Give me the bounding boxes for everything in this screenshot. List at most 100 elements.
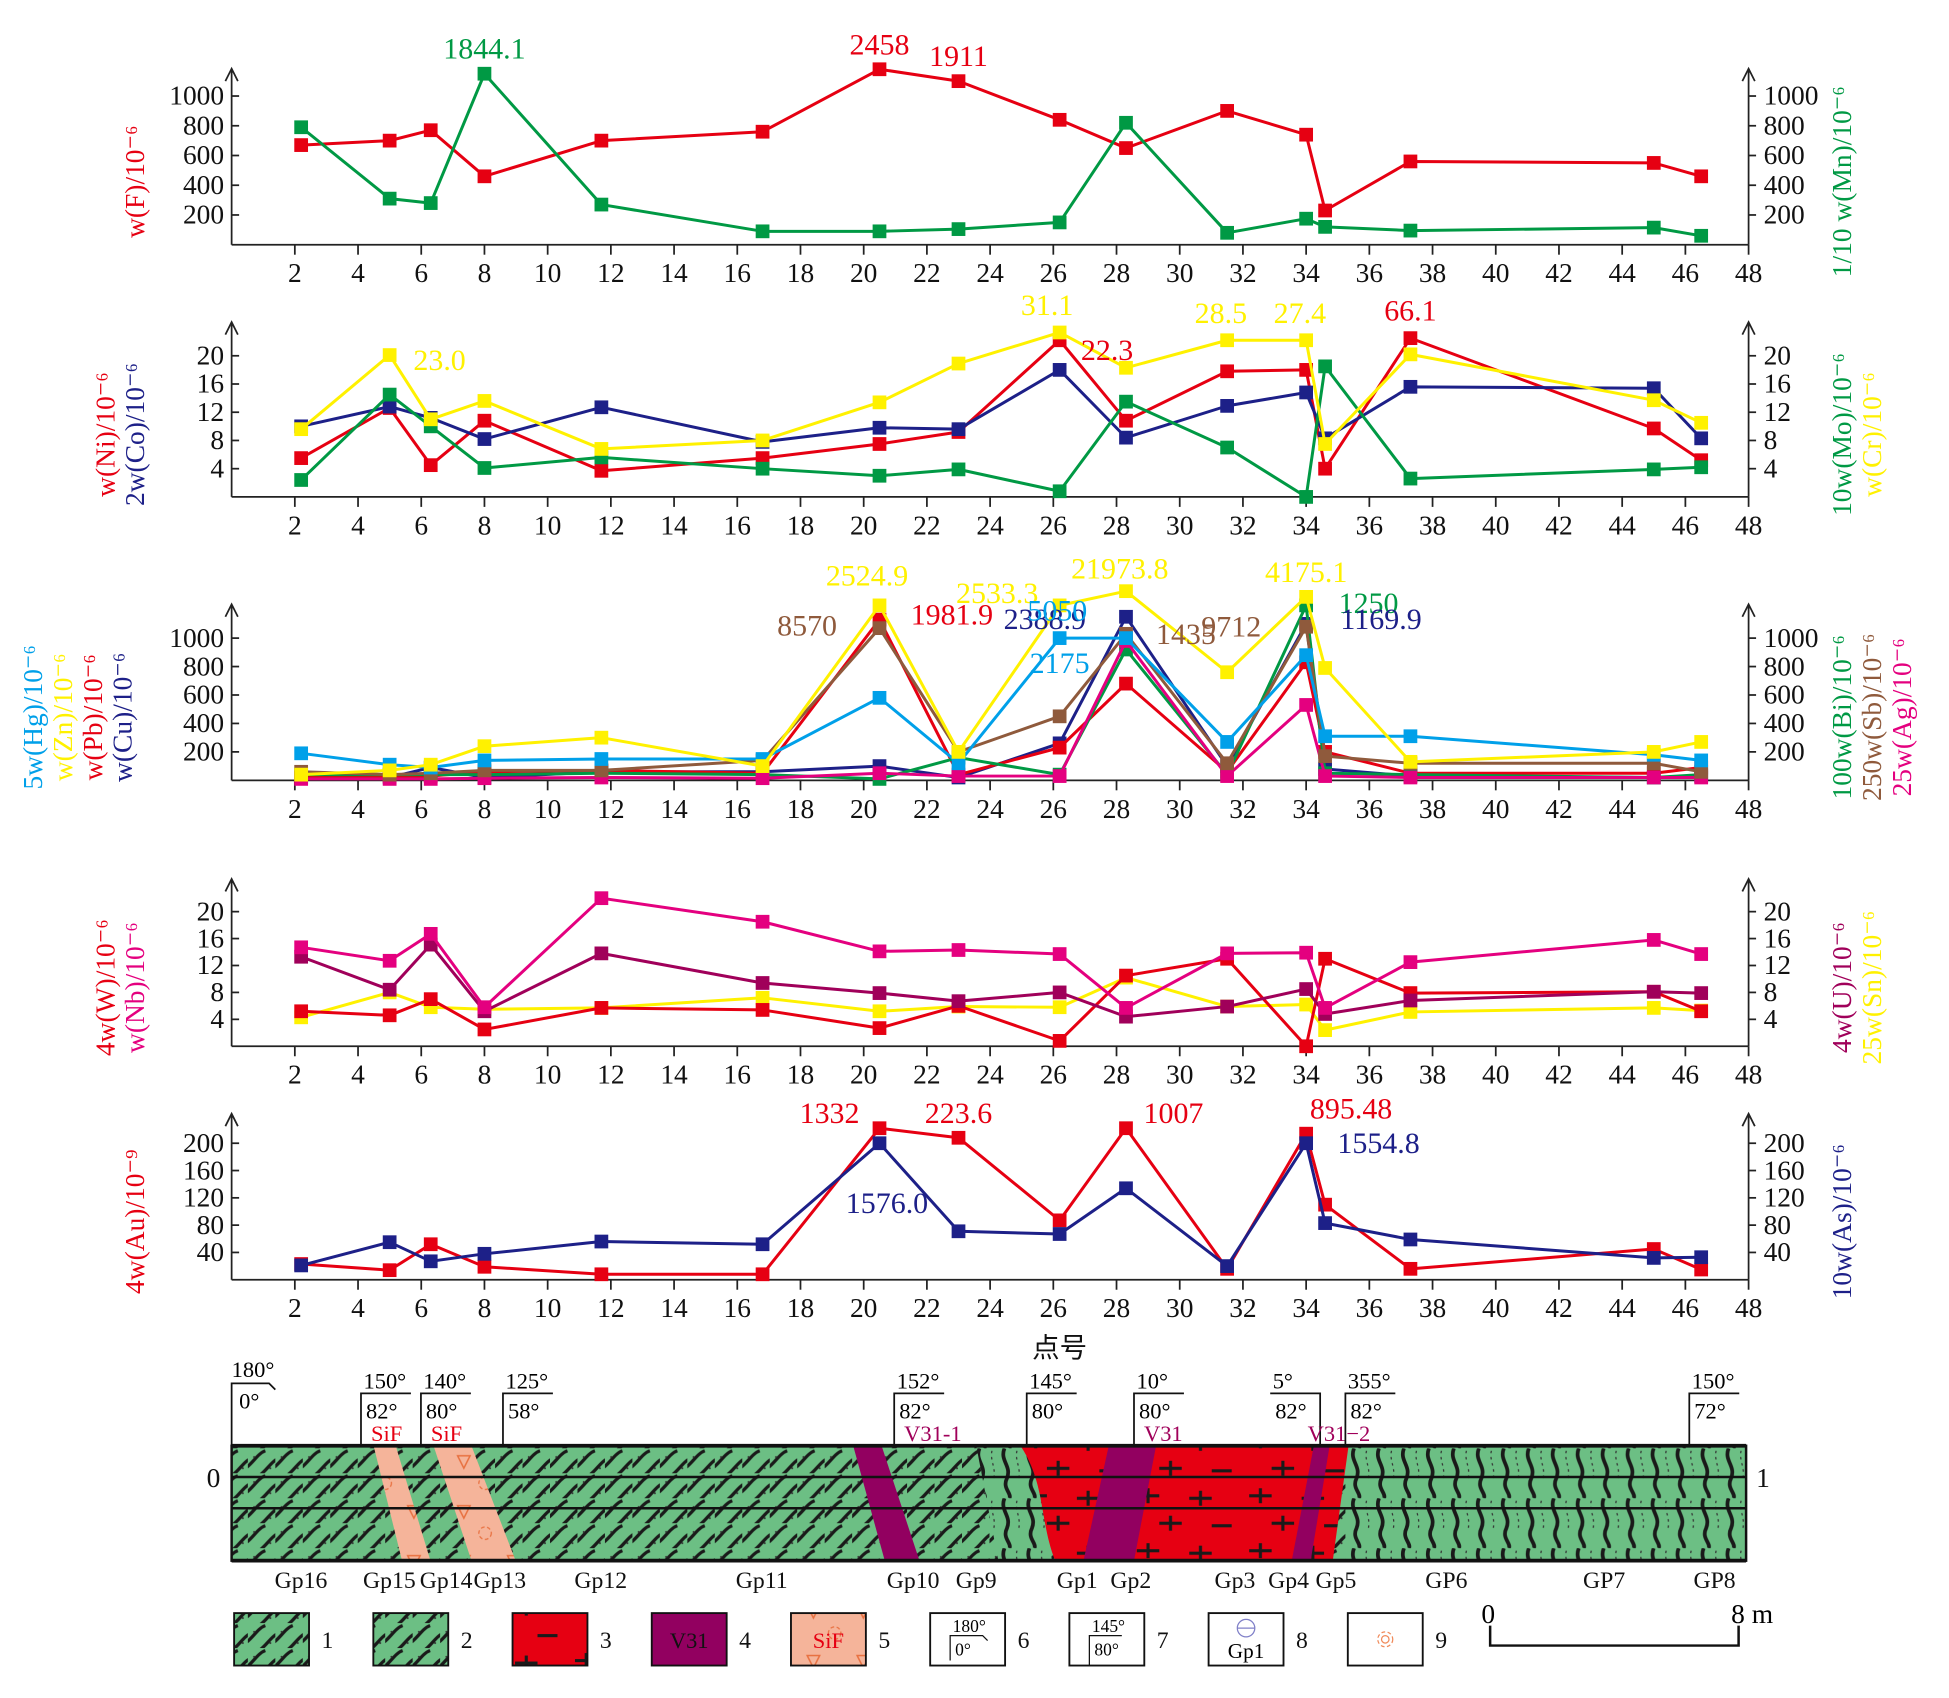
x-tick-label: 46 (1672, 258, 1699, 288)
x-tick-label: 2 (288, 1060, 302, 1090)
x-tick-label: 20 (850, 1293, 877, 1323)
unit-code-label: SiF (371, 1421, 402, 1446)
data-point-marker (755, 461, 770, 476)
unit-label: Gp2 (1110, 1568, 1151, 1594)
data-point-marker (1694, 986, 1709, 1000)
x-tick-label: 12 (597, 1060, 624, 1090)
x-tick-label: 38 (1419, 510, 1446, 540)
series-wf (294, 62, 1709, 218)
strike-value: 140° (423, 1368, 466, 1393)
y-tick-label-left: 160 (183, 1155, 224, 1185)
data-point-marker (755, 124, 770, 139)
data-point-marker (423, 937, 438, 952)
x-tick-label: 16 (724, 1293, 751, 1323)
data-point-marker (1318, 749, 1332, 764)
y-axis-title-left: w(Nb)/10⁻⁶ (120, 922, 150, 1053)
orientation-marker: 180° 0° (230, 1357, 276, 1446)
data-point-marker (1052, 769, 1067, 783)
dip-value: 82° (899, 1398, 930, 1423)
y-tick-label-right: 120 (1764, 1183, 1805, 1213)
data-point-marker (1119, 584, 1133, 599)
data-point-marker (1646, 156, 1661, 170)
data-point-marker (1220, 225, 1234, 240)
x-tick-label: 32 (1229, 510, 1256, 540)
data-point-marker (1646, 770, 1661, 785)
x-tick-label: 14 (660, 510, 688, 540)
data-point-marker (594, 946, 609, 961)
strike-value: 10° (1136, 1368, 1167, 1393)
strike-symbol-icon (230, 1382, 276, 1446)
data-point-marker (1299, 1039, 1314, 1054)
data-point-marker (1403, 223, 1418, 238)
data-point-marker (1299, 648, 1314, 663)
data-point-marker (1318, 1001, 1332, 1015)
legend-swatch (929, 1612, 1007, 1667)
data-point-marker (1299, 698, 1314, 712)
x-tick-label: 24 (976, 1060, 1004, 1090)
data-label: 895.48 (1310, 1093, 1392, 1126)
data-point-marker (382, 387, 397, 402)
x-tick-label: 30 (1166, 794, 1193, 824)
data-point-marker (1646, 421, 1661, 436)
x-tick-label: 14 (660, 794, 688, 824)
unit-label: Gp10 (887, 1568, 940, 1594)
x-tick-label: 26 (1040, 1293, 1067, 1323)
data-point-marker (1694, 947, 1709, 961)
data-point-marker (1052, 1227, 1067, 1241)
data-point-marker (1694, 1250, 1709, 1265)
dip-value: 80° (1032, 1398, 1063, 1423)
data-point-marker (1220, 104, 1234, 118)
x-tick-label: 44 (1608, 258, 1636, 288)
data-point-marker (872, 621, 887, 636)
y-axis-title-left: 2w(Co)/10⁻⁶ (120, 363, 150, 506)
series-10wmo (294, 359, 1709, 504)
data-point-marker (1119, 1001, 1133, 1015)
data-point-marker (1052, 631, 1067, 645)
data-point-marker (477, 739, 492, 754)
orientation-marker: 10° 80°V31 (1133, 1368, 1184, 1446)
data-point-marker (294, 473, 309, 487)
orientation-marker: 355° 82° (1344, 1368, 1396, 1446)
legend-item-strike: 180° 0° 6 (929, 1612, 1030, 1667)
data-point-marker (872, 690, 887, 705)
right-axis-arrow-icon (1741, 877, 1756, 892)
legend-number: 1 (322, 1628, 334, 1654)
x-tick-label: 48 (1735, 1293, 1762, 1323)
data-point-marker (1119, 631, 1133, 645)
dip-symbol-icon (1025, 1392, 1077, 1446)
legend-strike-value: 145° (1092, 1616, 1125, 1636)
y-axis-title-left: w(Cu)/10⁻⁶ (108, 653, 138, 782)
x-tick-label: 26 (1040, 510, 1067, 540)
data-point-marker (594, 763, 609, 778)
data-point-marker (1646, 984, 1661, 999)
data-point-marker (1052, 709, 1067, 724)
data-point-marker (1052, 1034, 1067, 1048)
geological-section: 0 1180°0°150°82°SiF140°80°SiF125°58°152°8… (207, 1357, 1770, 1594)
legend: 1 2 3 V31 4 SiF 5 180° 0° 6 145° 80° 7 Gp1 8 9 0 8 m (233, 1599, 1773, 1667)
data-label: 1981.9 (911, 599, 993, 632)
vein-v31 (1083, 1445, 1157, 1561)
series-line (300, 636, 1702, 770)
y-tick-label-left: 4 (210, 1004, 224, 1034)
x-tick-label: 4 (351, 1060, 365, 1090)
x-tick-label: 6 (414, 1060, 428, 1090)
x-tick-label: 38 (1419, 1060, 1446, 1090)
data-label: 1169.9 (1340, 603, 1421, 636)
data-point-marker (1694, 415, 1709, 430)
data-point-marker (423, 992, 438, 1007)
data-point-marker (1694, 764, 1709, 779)
y-tick-label-left: 400 (183, 708, 224, 738)
y-tick-label-left: 80 (197, 1210, 224, 1240)
data-point-marker (1299, 997, 1314, 1012)
y-tick-label-right: 200 (1764, 737, 1805, 767)
data-point-marker (1052, 1213, 1067, 1228)
data-point-marker (1403, 770, 1418, 785)
data-point-marker (477, 753, 492, 768)
data-point-marker (1119, 141, 1133, 155)
data-point-marker (594, 1234, 609, 1249)
data-point-marker (1052, 215, 1067, 230)
data-point-marker (1694, 735, 1709, 749)
legend-number: 7 (1157, 1628, 1169, 1654)
chart-nicomocr: 2 4 6 8 10 12 14 16 18 20 22 24 26 28 30 32 34 36 38 40 42 44… (90, 289, 1887, 540)
data-point-marker (1052, 112, 1067, 127)
